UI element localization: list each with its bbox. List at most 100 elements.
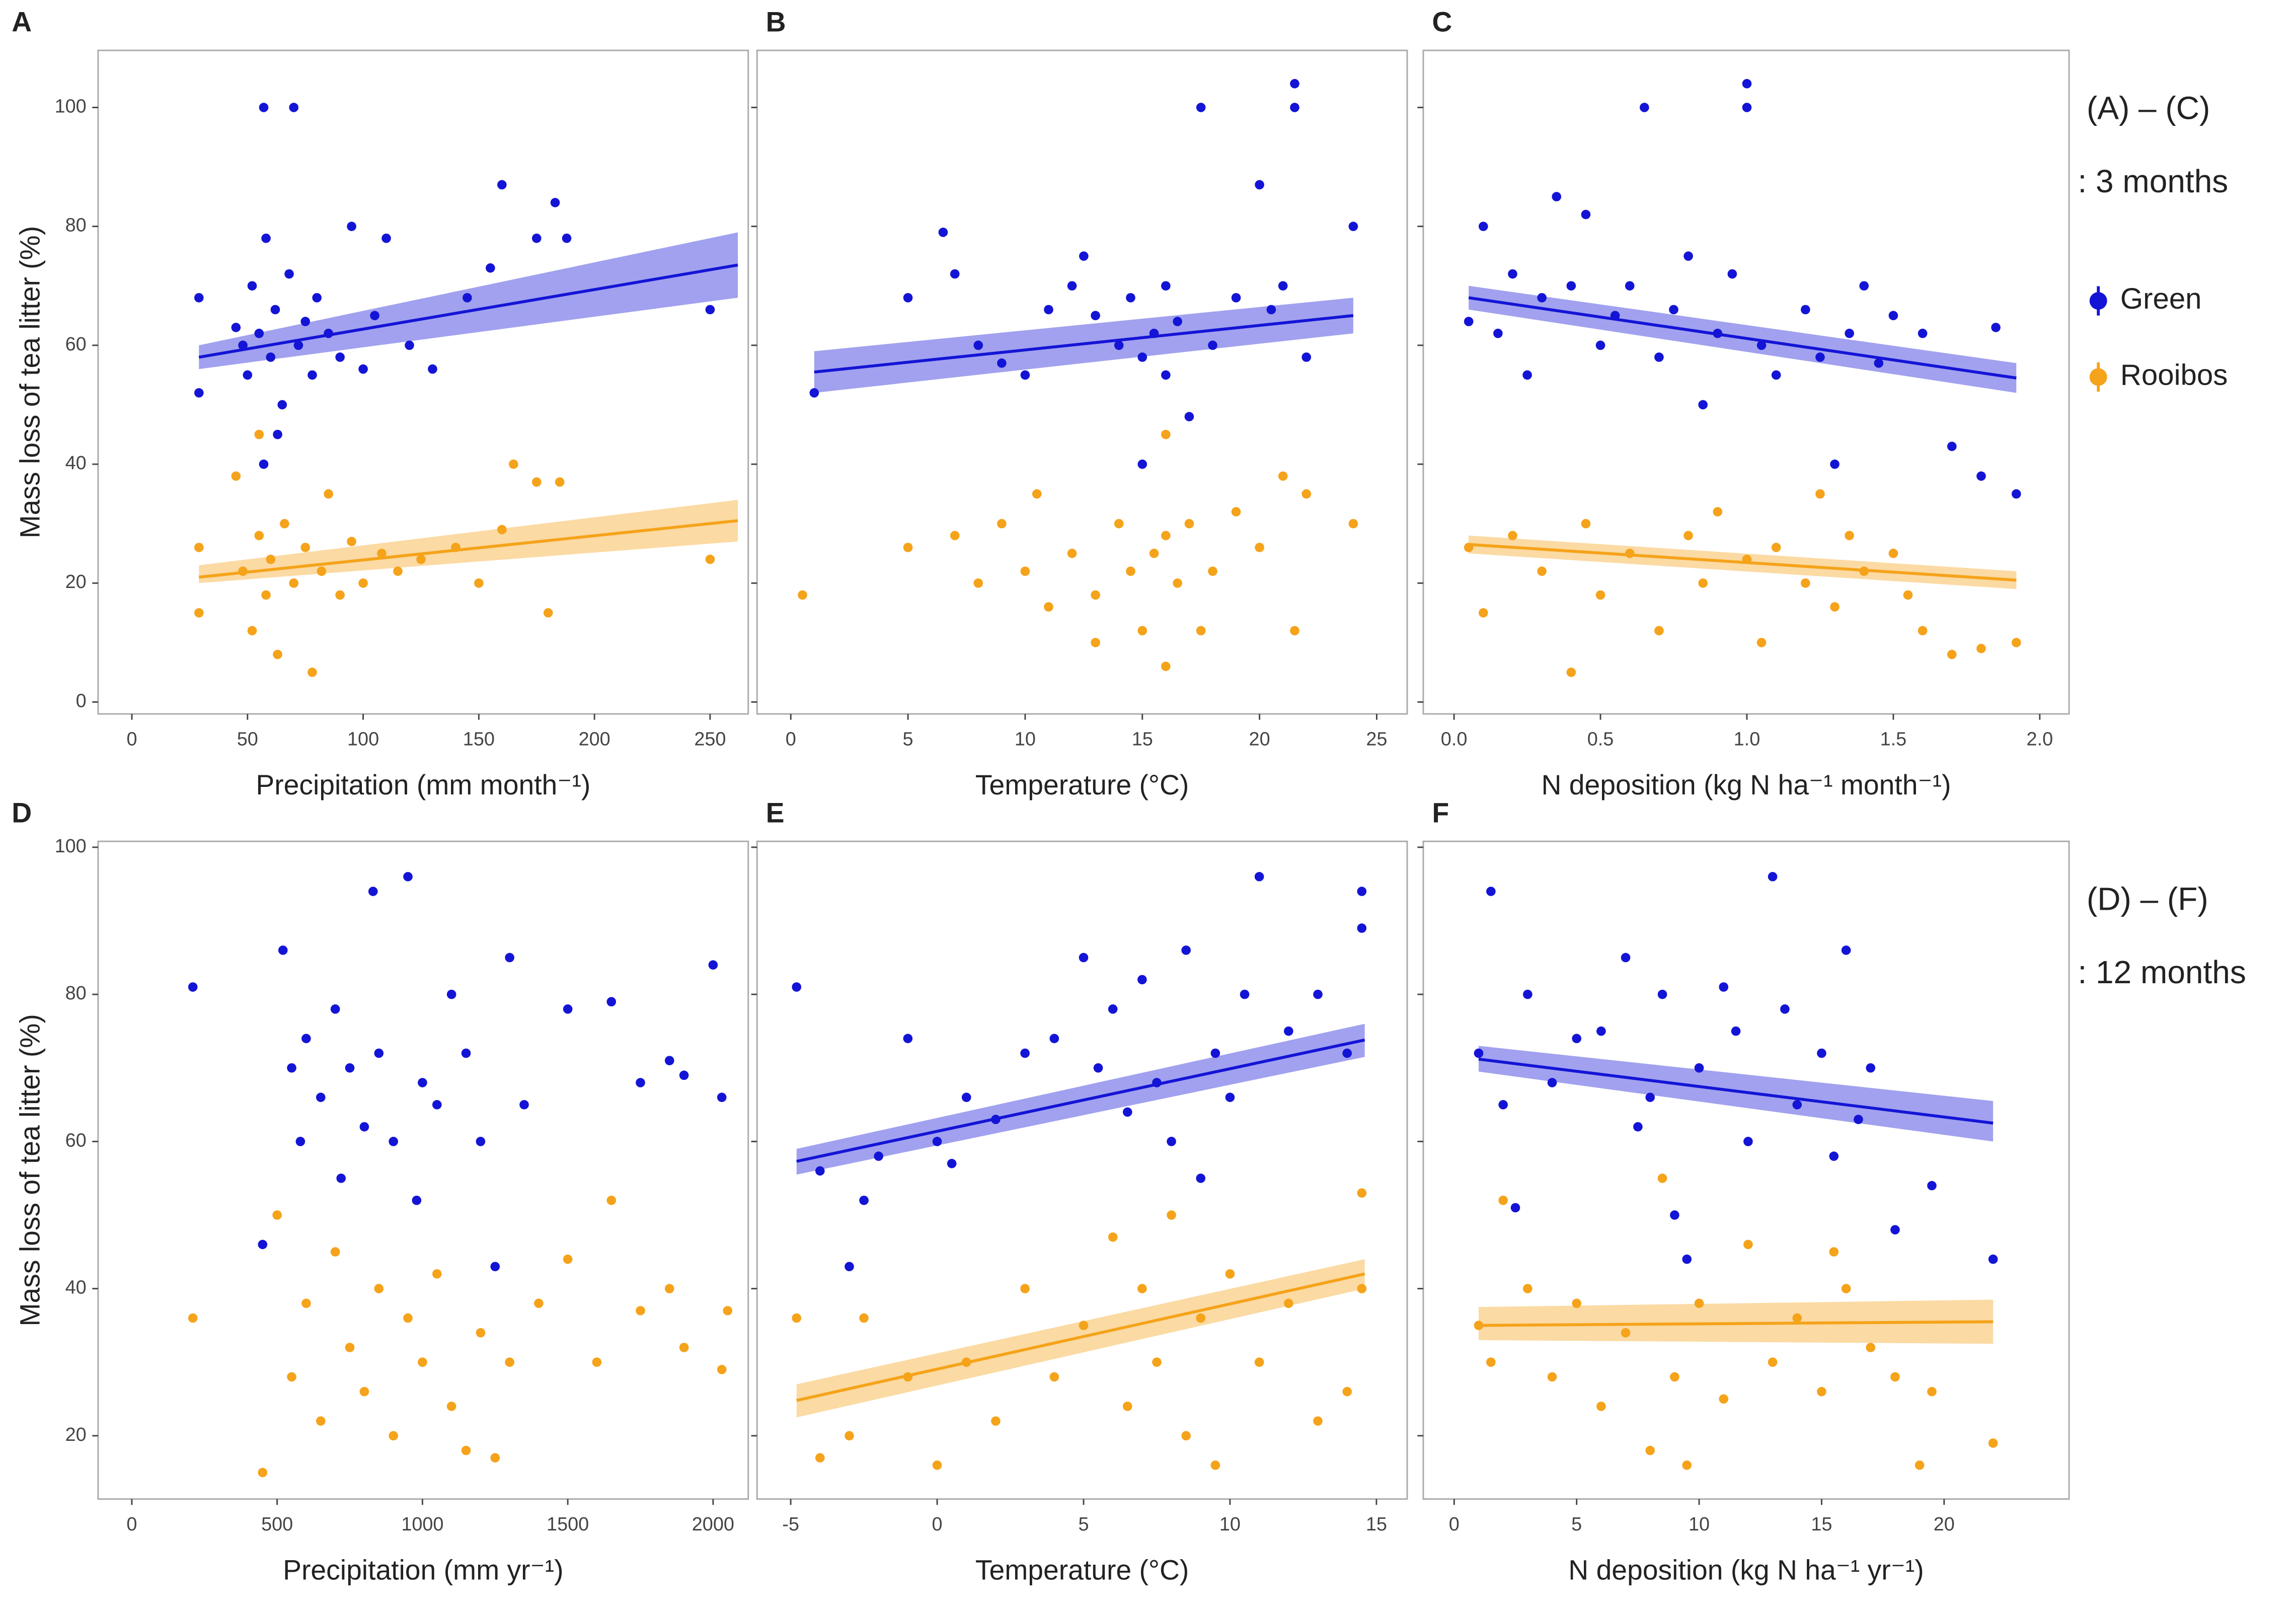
point (1801, 578, 1810, 588)
x-axis-label: Precipitation (mm yr⁻¹) (283, 1555, 563, 1586)
point (1266, 305, 1276, 315)
point (1829, 1151, 1839, 1161)
point (997, 519, 1007, 529)
point (1947, 649, 1957, 660)
point (1552, 192, 1562, 201)
point (1357, 887, 1367, 896)
x-tick-label: 25 (1366, 728, 1387, 750)
point (1161, 429, 1171, 440)
point (358, 578, 368, 588)
panel-label: D (12, 797, 32, 828)
point (1196, 103, 1206, 112)
point (1161, 281, 1171, 291)
point (301, 1298, 311, 1308)
point (1474, 1048, 1484, 1058)
point (1866, 1063, 1876, 1073)
point (815, 1453, 825, 1463)
point (258, 1468, 268, 1478)
x-axis-label: N deposition (kg N ha⁻¹ yr⁻¹) (1568, 1555, 1924, 1586)
point (531, 233, 542, 243)
point (490, 1453, 500, 1463)
point (903, 543, 913, 552)
point (1149, 548, 1159, 558)
point (261, 233, 271, 243)
point (636, 1306, 645, 1315)
point (1988, 1438, 1998, 1448)
point (1829, 1247, 1839, 1257)
y-tick-label: 20 (65, 571, 87, 593)
panel-label: E (766, 797, 785, 828)
point (563, 1254, 573, 1264)
annotation: (D) – (F) (2087, 881, 2208, 917)
point (308, 668, 317, 677)
point (403, 1313, 413, 1323)
point (606, 1195, 617, 1205)
point (259, 103, 269, 112)
x-tick-label: 5 (903, 728, 913, 750)
y-tick-label: 60 (65, 334, 87, 355)
point (1181, 1431, 1191, 1441)
point (287, 1063, 296, 1073)
point (1756, 340, 1767, 350)
point (1020, 566, 1030, 576)
fit-line (796, 1272, 1365, 1402)
point (1621, 953, 1631, 963)
point (188, 982, 198, 992)
point (231, 323, 241, 332)
point (1196, 626, 1206, 636)
point (997, 358, 1007, 368)
x-tick-label: 0.5 (1587, 728, 1614, 750)
point (1020, 370, 1030, 380)
point (1208, 566, 1217, 576)
x-tick-label: 10 (1015, 728, 1036, 750)
point (1657, 1174, 1667, 1183)
point (1841, 945, 1851, 955)
point (991, 1416, 1001, 1426)
point (973, 578, 983, 588)
point (412, 1195, 422, 1205)
point (403, 872, 413, 882)
point (947, 1158, 957, 1168)
y-tick-label: 100 (55, 96, 87, 117)
x-tick-label: 1.5 (1880, 728, 1907, 750)
point (1547, 1078, 1557, 1087)
point (973, 340, 983, 350)
point (1225, 1269, 1235, 1279)
point (1196, 1313, 1206, 1323)
fit-line (198, 263, 738, 359)
point (289, 578, 299, 588)
point (550, 198, 560, 207)
point (295, 1137, 305, 1146)
point (1478, 608, 1488, 618)
point (1032, 489, 1042, 499)
point (1283, 1298, 1293, 1308)
x-axis-label: N deposition (kg N ha⁻¹ month⁻¹) (1542, 769, 1951, 800)
point (463, 293, 472, 303)
point (1067, 548, 1077, 558)
point (359, 1386, 369, 1397)
point (416, 554, 426, 564)
point (266, 352, 276, 362)
point (1342, 1386, 1352, 1397)
point (1231, 293, 1241, 303)
point (1122, 1107, 1132, 1117)
point (531, 477, 542, 487)
point (1020, 1284, 1030, 1293)
point (859, 1195, 869, 1205)
point (705, 305, 715, 315)
confidence-band (1478, 1046, 1994, 1142)
point (1639, 103, 1649, 112)
y-axis-label: Mass loss of tea litter (%) (15, 226, 46, 538)
point (1698, 578, 1708, 588)
x-tick-label: 10 (1689, 1514, 1710, 1535)
point (1771, 543, 1781, 552)
point (243, 370, 253, 380)
point (1231, 507, 1241, 517)
point (1044, 305, 1053, 315)
point (1181, 945, 1191, 955)
point (1566, 281, 1576, 291)
annotation: : 3 months (2078, 163, 2228, 199)
point (1091, 638, 1100, 647)
x-axis-label: Temperature (°C) (975, 769, 1189, 800)
point (1621, 1328, 1631, 1338)
